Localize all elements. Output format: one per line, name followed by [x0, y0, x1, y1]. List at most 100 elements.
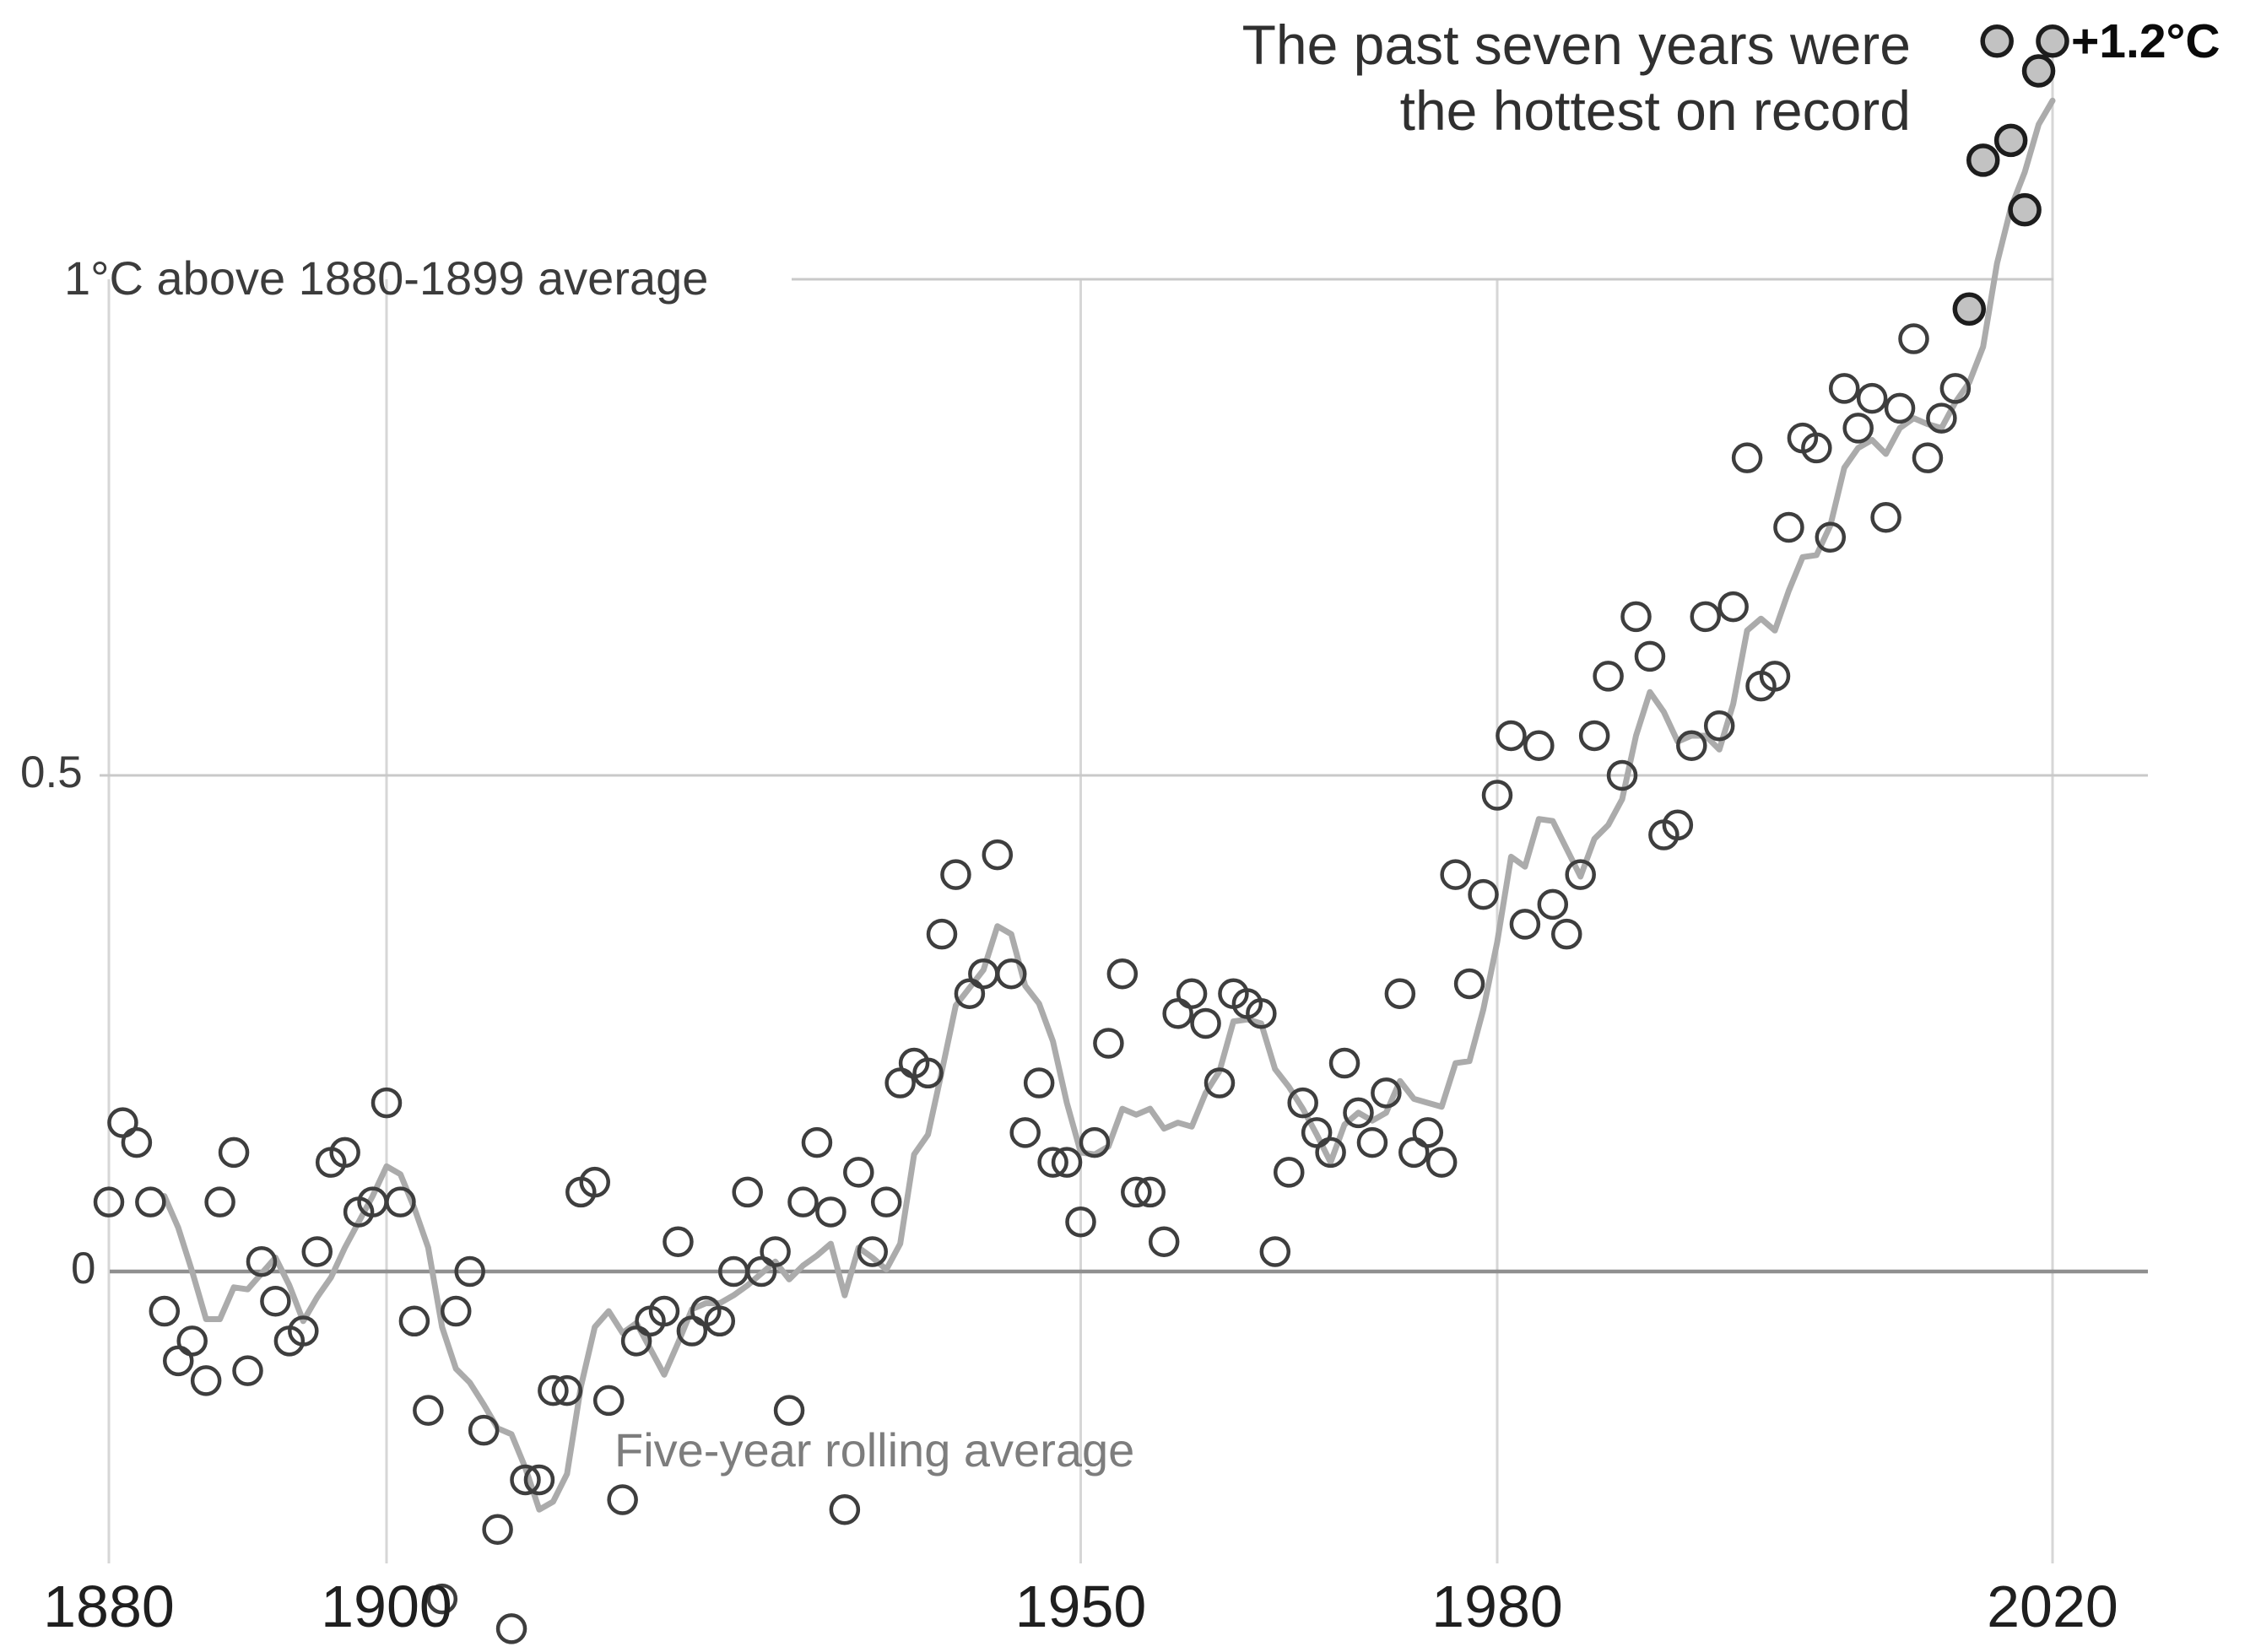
year-point	[495, 1613, 527, 1644]
year-point	[441, 1295, 472, 1327]
year-point	[107, 1107, 138, 1138]
year-point	[260, 1286, 291, 1317]
year-point	[385, 1186, 416, 1217]
year-point	[1274, 1157, 1305, 1188]
year-point	[1856, 382, 1888, 414]
year-point	[1328, 1047, 1360, 1079]
highlighted-year-point	[2021, 54, 2056, 88]
year-point	[426, 1583, 458, 1615]
year-point	[1551, 918, 1582, 950]
year-point	[1912, 442, 1944, 473]
year-point	[1509, 909, 1541, 940]
x-tick-label: 1980	[1431, 1574, 1563, 1639]
highlighted-year-point	[1952, 292, 1987, 327]
year-point	[149, 1295, 181, 1327]
year-point	[607, 1484, 638, 1515]
rolling-average-label: Five-year rolling average	[614, 1423, 1135, 1477]
year-point	[1246, 997, 1277, 1029]
year-point	[1440, 859, 1471, 890]
year-point	[1398, 1136, 1430, 1169]
year-point	[1134, 1176, 1166, 1208]
y-axis-label-0: 0	[71, 1244, 96, 1293]
year-point	[648, 1295, 680, 1327]
year-point	[1829, 373, 1860, 404]
year-point	[1453, 968, 1485, 1000]
highlighted-year-point	[2008, 192, 2042, 227]
year-point	[940, 859, 971, 890]
year-point	[704, 1305, 736, 1337]
year-point	[1496, 720, 1527, 752]
y-axis-label-05: 0.5	[20, 748, 83, 797]
year-point	[190, 1365, 222, 1396]
year-point	[884, 1067, 916, 1099]
year-point	[926, 918, 958, 950]
year-point	[1842, 413, 1874, 444]
year-point	[1731, 442, 1763, 473]
year-point	[773, 1395, 805, 1426]
year-point	[1079, 1126, 1111, 1158]
year-point	[1468, 878, 1499, 910]
year-point	[301, 1236, 333, 1267]
year-point	[1565, 859, 1596, 890]
year-point	[232, 1355, 263, 1386]
year-point	[1578, 720, 1610, 752]
year-point	[1662, 809, 1694, 841]
year-point	[413, 1395, 444, 1426]
year-point	[1870, 501, 1901, 533]
year-point	[1384, 978, 1416, 1009]
year-point	[1939, 373, 1972, 404]
year-point	[1065, 1206, 1096, 1238]
year-point	[218, 1136, 250, 1169]
highlighted-year-point	[1980, 24, 2014, 58]
year-point	[246, 1245, 278, 1277]
year-point	[996, 958, 1027, 990]
year-point	[1051, 1147, 1083, 1178]
year-point	[1606, 759, 1638, 791]
year-point	[510, 1464, 541, 1496]
year-point	[1037, 1147, 1068, 1178]
year-point	[1106, 958, 1139, 990]
year-point	[1690, 601, 1721, 633]
final-value-label: +1.2°C	[2071, 14, 2220, 68]
year-point	[663, 1226, 694, 1257]
year-point	[843, 1157, 874, 1188]
year-point	[801, 1126, 833, 1158]
year-point	[870, 1186, 902, 1217]
year-point	[912, 1057, 944, 1089]
year-point	[1356, 1126, 1388, 1158]
year-point	[1412, 1117, 1443, 1148]
year-point	[482, 1514, 513, 1546]
year-point	[1009, 1117, 1041, 1148]
year-point	[93, 1186, 125, 1217]
year-point	[1703, 710, 1735, 742]
year-point	[1523, 730, 1555, 761]
x-tick-label: 2020	[1987, 1574, 2118, 1639]
year-point	[1176, 978, 1208, 1009]
year-point	[1287, 1087, 1318, 1119]
chart-title-line1: The past seven years were	[1241, 13, 1911, 76]
year-point	[732, 1176, 763, 1208]
year-point	[1425, 1147, 1458, 1178]
year-point	[1023, 1067, 1055, 1099]
year-point	[1717, 591, 1749, 623]
year-point	[398, 1305, 430, 1337]
highlighted-year-point	[2036, 24, 2069, 58]
year-point	[1481, 780, 1513, 811]
x-tick-label: 1880	[43, 1574, 175, 1639]
year-point	[468, 1414, 500, 1446]
year-point	[787, 1186, 819, 1217]
year-point	[1593, 661, 1624, 692]
year-point	[1759, 661, 1791, 692]
year-point	[1204, 1067, 1236, 1099]
year-point	[815, 1196, 847, 1228]
year-point	[1093, 1028, 1124, 1059]
year-point	[135, 1186, 166, 1217]
year-point	[1898, 323, 1929, 354]
year-point	[1121, 1176, 1152, 1208]
year-point	[1162, 997, 1193, 1029]
year-point	[1343, 1097, 1374, 1129]
year-point	[1537, 888, 1569, 920]
year-point	[329, 1136, 360, 1169]
highlighted-year-point	[1966, 143, 2000, 177]
